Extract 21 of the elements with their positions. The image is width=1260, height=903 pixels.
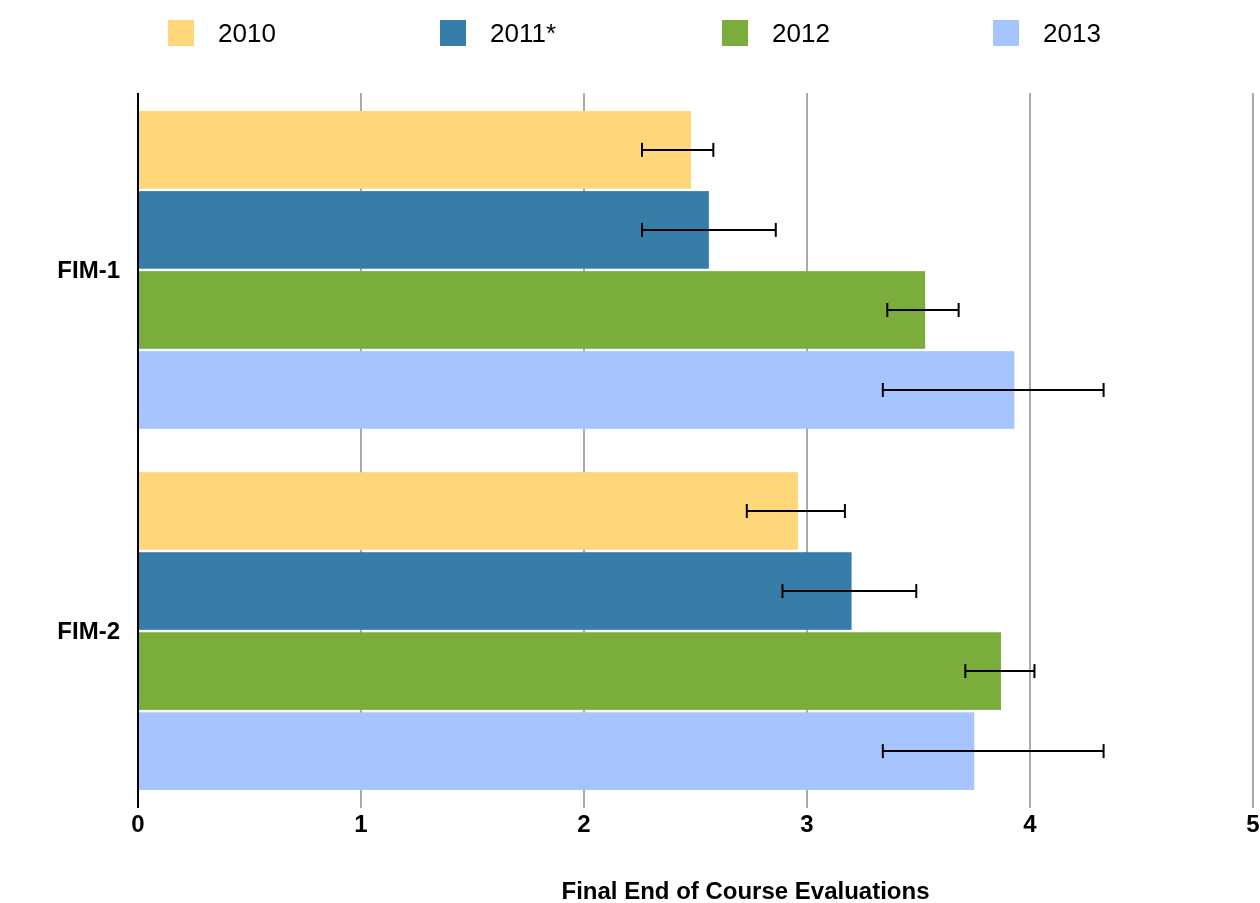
bar [138, 351, 1015, 429]
x-tick-label: 1 [354, 810, 368, 837]
x-tick-label: 3 [800, 810, 814, 837]
bar [138, 191, 709, 269]
legend-label: 2013 [1043, 18, 1101, 48]
bar [138, 111, 692, 189]
legend-label: 2011* [490, 18, 557, 48]
x-tick-label: 0 [131, 810, 145, 837]
bar [138, 271, 926, 349]
bar [138, 552, 852, 630]
x-tick-label: 4 [1023, 810, 1038, 837]
x-axis-title: Final End of Course Evaluations [561, 877, 930, 903]
legend-label: 2010 [218, 18, 276, 48]
x-tick-label: 2 [577, 810, 591, 837]
bar [138, 632, 1002, 710]
legend-label: 2012 [772, 18, 830, 48]
bar [138, 712, 975, 790]
bar [138, 472, 799, 550]
x-tick-label: 5 [1246, 810, 1260, 837]
y-tick-label: FIM-2 [57, 617, 120, 645]
y-tick-label: FIM-1 [57, 255, 120, 283]
